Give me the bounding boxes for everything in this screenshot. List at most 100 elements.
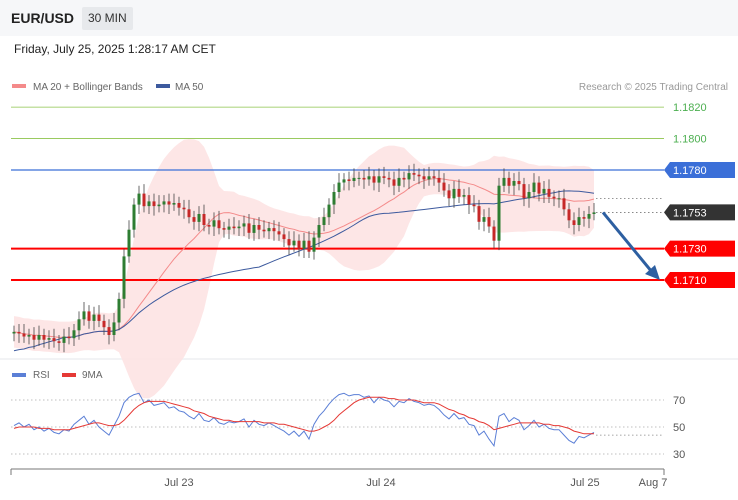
candle-body	[287, 239, 291, 246]
candle-body	[212, 220, 216, 227]
candle-body	[232, 226, 236, 229]
candle-body	[117, 298, 121, 323]
candle-body	[317, 225, 321, 238]
candle-body	[412, 173, 416, 175]
candle	[82, 302, 86, 326]
candle-body	[27, 335, 31, 337]
candle	[417, 168, 421, 185]
candle	[352, 168, 356, 188]
candle-body	[82, 311, 86, 320]
candle-body	[332, 192, 336, 205]
candle-body	[472, 204, 476, 207]
candle-body	[217, 220, 221, 229]
candle	[27, 328, 31, 345]
candle	[207, 218, 211, 235]
candle	[512, 173, 516, 196]
candle-body	[222, 228, 226, 230]
level-label-1.1780: 1.1780	[673, 165, 707, 177]
candle	[292, 231, 296, 252]
candle	[47, 330, 51, 350]
candle	[237, 220, 241, 236]
ma20-legend-label: MA 20 + Bollinger Bands	[33, 82, 143, 93]
candle	[87, 305, 91, 329]
candle	[587, 206, 591, 229]
candle-body	[22, 333, 26, 337]
candle	[167, 193, 171, 214]
rsi-legend-swatch	[12, 373, 26, 377]
candle	[197, 206, 201, 232]
level-label-1.1730: 1.1730	[673, 244, 707, 256]
candle-body	[552, 196, 556, 199]
projection-arrow-head	[645, 265, 660, 280]
x-tick-label-aug7: Aug 7	[639, 477, 668, 489]
candle-body	[537, 182, 541, 194]
candle-body	[112, 322, 116, 335]
candle	[467, 187, 471, 214]
candle	[202, 204, 206, 232]
candle	[572, 212, 576, 235]
candle-body	[337, 182, 341, 192]
projection-arrow-shaft	[601, 211, 654, 273]
candle	[42, 328, 46, 348]
rsi-tick-label-70: 70	[673, 395, 685, 407]
candle-body	[462, 195, 466, 197]
candle	[452, 181, 456, 208]
candle	[447, 184, 451, 207]
candle	[77, 311, 81, 340]
candle	[577, 207, 581, 232]
candle-body	[242, 223, 246, 227]
candle-body	[142, 193, 146, 207]
candle-body	[342, 179, 346, 183]
candle-body	[417, 174, 421, 177]
candle-body	[147, 201, 151, 207]
candle-body	[247, 223, 251, 233]
candle	[362, 170, 366, 189]
candle-body	[207, 225, 211, 227]
candle	[192, 210, 196, 230]
candle	[482, 209, 486, 232]
candle-body	[12, 331, 16, 334]
candle	[332, 184, 336, 214]
candle-body	[357, 177, 361, 179]
candle-body	[192, 217, 196, 222]
symbol-title: EUR/USD	[11, 10, 75, 26]
candle-body	[512, 181, 516, 186]
candle-body	[122, 256, 126, 299]
candle-body	[307, 240, 311, 252]
candle-body	[527, 192, 531, 199]
candle	[497, 177, 501, 251]
candle-body	[422, 176, 426, 180]
candle-body	[227, 226, 231, 230]
copyright-label: Research © 2025 Trading Central	[579, 82, 728, 93]
candle-body	[67, 336, 71, 339]
candle-body	[132, 204, 136, 230]
candle	[92, 306, 96, 331]
candle-body	[252, 225, 256, 233]
candle-body	[347, 179, 351, 181]
candle	[62, 328, 66, 353]
candle-body	[372, 176, 376, 183]
candle-body	[387, 177, 391, 180]
candle-body	[362, 177, 366, 180]
candle-body	[517, 181, 521, 185]
candle-body	[277, 231, 281, 235]
candle	[402, 171, 406, 188]
candle	[177, 196, 181, 216]
candle	[357, 171, 361, 186]
candle	[432, 170, 436, 186]
candle	[262, 220, 266, 238]
candle	[522, 177, 526, 207]
candle	[462, 188, 466, 205]
level-label-bg-1.1753	[664, 204, 735, 221]
candle	[272, 220, 276, 241]
candle-body	[437, 177, 441, 183]
level-label-bg-1.1730	[664, 240, 735, 257]
candle-body	[262, 229, 266, 232]
candle-body	[407, 173, 411, 180]
candle-body	[377, 176, 381, 183]
candle-body	[532, 182, 536, 192]
candle	[492, 220, 496, 249]
rsi-ma-legend-label: 9MA	[82, 370, 103, 381]
timeframe-button[interactable]: 30 MIN	[82, 7, 133, 30]
candle-body	[127, 229, 131, 257]
